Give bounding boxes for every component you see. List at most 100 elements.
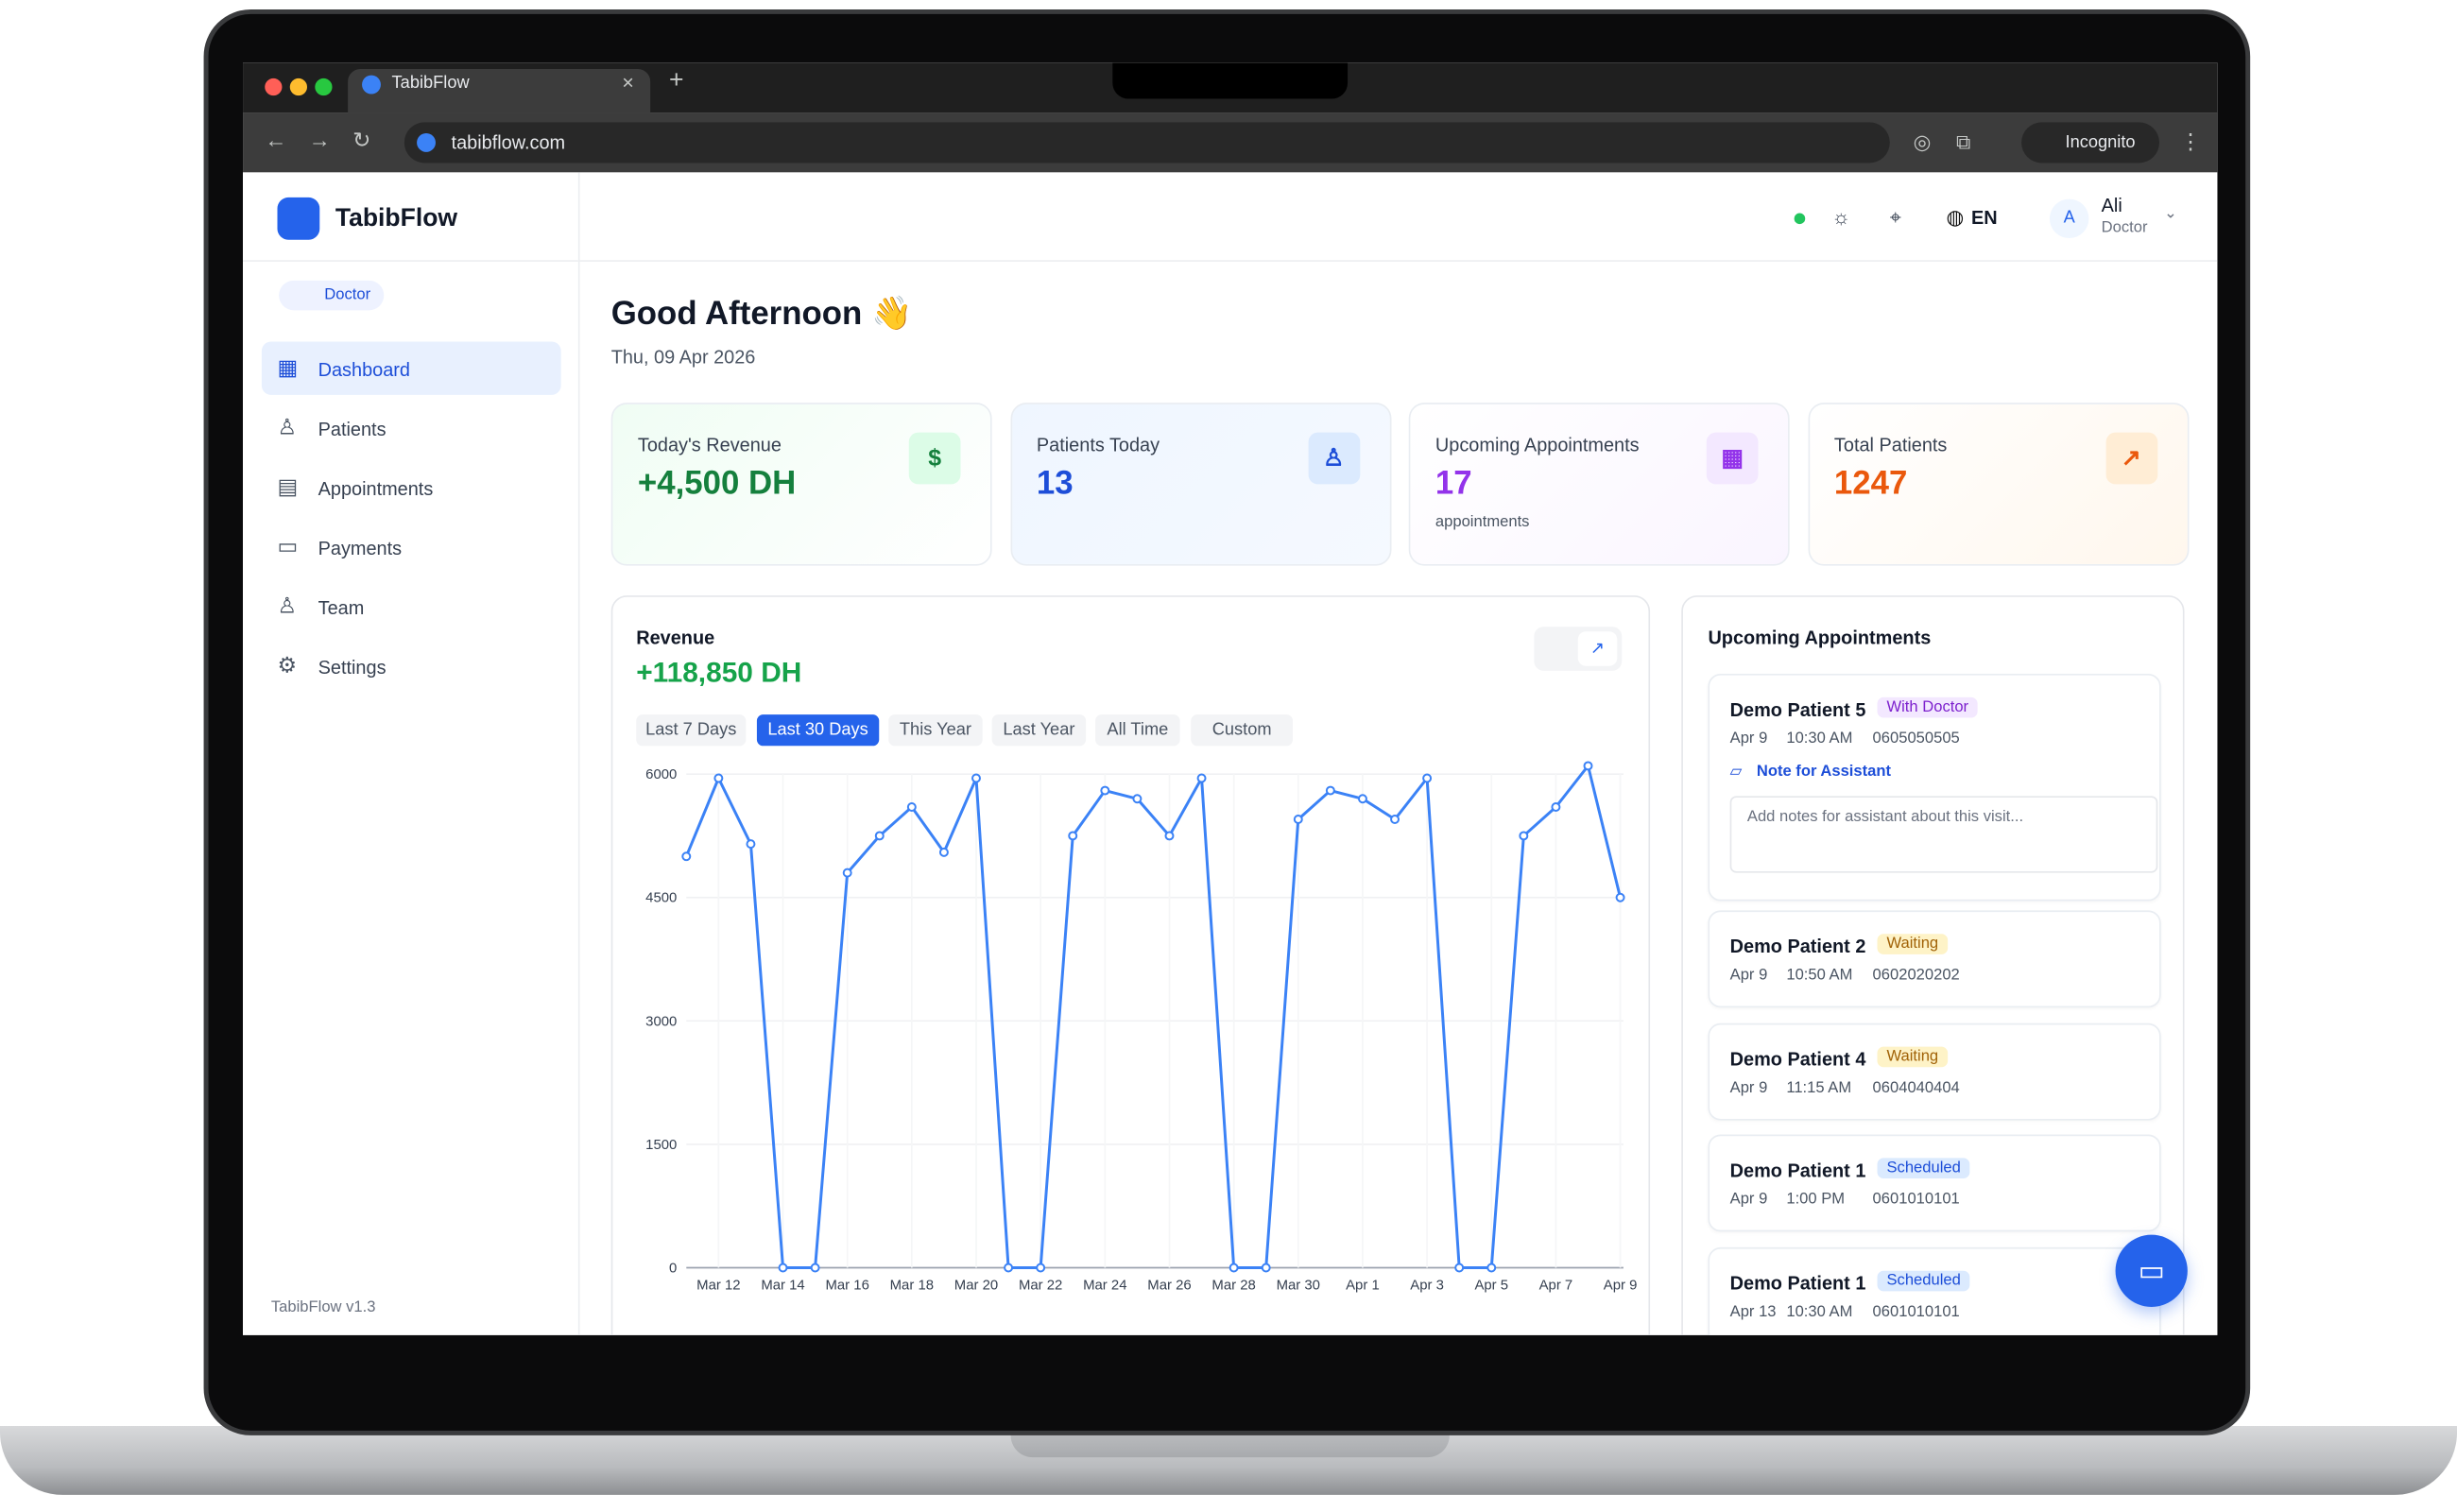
version: TabibFlow v1.3 <box>270 1298 376 1316</box>
appointment-phone: 0602020202 <box>1872 967 1960 985</box>
stat-icon: ▦ <box>1706 432 1759 485</box>
patient-name: Demo Patient 2 <box>1729 935 1866 958</box>
address-bar[interactable] <box>404 122 1890 163</box>
data-point <box>874 831 885 841</box>
tab-favicon <box>362 75 381 94</box>
menu[interactable]: ⋮ <box>2179 128 2202 154</box>
tab-title: TabibFlow <box>391 73 470 93</box>
patient-name: Demo Patient 1 <box>1729 1272 1866 1295</box>
data-point <box>1454 1263 1465 1273</box>
data-point <box>1519 831 1529 841</box>
new-tab[interactable]: + <box>669 67 684 94</box>
appointment-card[interactable] <box>1708 910 2161 1008</box>
role-pill <box>279 280 385 311</box>
nav-item[interactable]: Team <box>318 596 365 619</box>
stat-card <box>610 403 992 566</box>
filter-button[interactable]: Last 30 Days <box>756 714 880 747</box>
stat-card <box>1807 403 2189 566</box>
nav-icon: ♙ <box>277 413 298 439</box>
nav-buttons[interactable]: ←→↻ <box>265 127 393 152</box>
stat-value: 1247 <box>1833 465 1908 502</box>
language[interactable]: EN <box>1971 206 1998 230</box>
theme-toggle[interactable]: ☼ <box>1831 205 1851 230</box>
filter-button[interactable]: Custom <box>1191 714 1294 747</box>
logo <box>277 197 320 240</box>
status-badge: With Doctor <box>1877 696 1979 718</box>
nav-item[interactable]: Settings <box>318 656 387 679</box>
data-point <box>906 801 917 812</box>
nav-icon: ♙ <box>277 592 298 618</box>
x-tick-label: Mar 12 <box>696 1278 740 1294</box>
avatar[interactable]: A <box>2049 198 2089 239</box>
filter-button[interactable]: Last Year <box>991 714 1087 747</box>
nav-item[interactable]: Patients <box>318 418 387 440</box>
x-tick-label: Apr 3 <box>1410 1278 1444 1294</box>
data-point <box>1036 1263 1046 1273</box>
data-point <box>1357 794 1367 804</box>
data-point <box>1068 831 1078 841</box>
filter-button[interactable]: Last 7 Days <box>636 714 747 747</box>
appointment-time: 10:50 AM <box>1786 967 1853 985</box>
x-tick-label: Mar 28 <box>1211 1278 1255 1294</box>
appointment-time: 10:30 AM <box>1786 1303 1853 1321</box>
filter-button[interactable]: All Time <box>1095 714 1180 747</box>
stat-card <box>1408 403 1790 566</box>
appointment-card[interactable] <box>1708 1246 2161 1335</box>
note-input[interactable] <box>1729 796 2158 873</box>
chart-toggle-active[interactable]: ↗ <box>1577 631 1618 666</box>
extensions[interactable]: ◎⧉ <box>1913 129 1996 154</box>
stat-label: Patients Today <box>1036 434 1160 456</box>
appointment-phone: 0605050505 <box>1872 730 1960 747</box>
x-tick-label: Mar 22 <box>1019 1278 1062 1294</box>
x-tick-label: Apr 1 <box>1346 1278 1380 1294</box>
nav-item[interactable]: Dashboard <box>318 358 410 381</box>
data-point <box>1325 785 1335 796</box>
x-tick-label: Mar 20 <box>954 1278 998 1294</box>
x-tick-label: Mar 26 <box>1147 1278 1191 1294</box>
stat-icon: $ <box>908 432 961 485</box>
data-point <box>713 773 724 783</box>
nav-icon: ▦ <box>277 353 299 380</box>
stat-icon: ↗ <box>2105 432 2157 485</box>
nav-item[interactable]: Appointments <box>318 477 434 500</box>
status-badge: Waiting <box>1877 1046 1949 1068</box>
appointment-date: Apr 9 <box>1729 967 1768 985</box>
appointment-date: Apr 13 <box>1729 1303 1777 1321</box>
stat-label: Today's Revenue <box>637 434 782 456</box>
globe[interactable]: ◍ <box>1946 205 1965 230</box>
appointment-phone: 0601010101 <box>1872 1191 1960 1209</box>
appointment-phone: 0604040404 <box>1872 1079 1960 1097</box>
appointment-card[interactable] <box>1708 1022 2161 1121</box>
url: tabibflow.com <box>451 131 566 154</box>
incognito-label: Incognito <box>2065 132 2136 152</box>
nav-item[interactable]: Payments <box>318 537 403 559</box>
sidebar <box>243 172 580 1335</box>
data-point <box>1422 773 1433 783</box>
revenue-total: +118,850 DH <box>636 656 802 688</box>
greeting: Good Afternoon 👋 <box>610 296 913 333</box>
location[interactable]: ⌖ <box>1889 205 1901 230</box>
chat-button[interactable]: ▭ <box>2115 1234 2188 1307</box>
data-point <box>842 868 852 878</box>
incognito-pill[interactable] <box>2021 122 2159 163</box>
revenue-chart: 0 1500 3000 4500 6000 Mar 12 Mar 14 Mar 16 Mar 1… <box>645 761 1638 1294</box>
user-name: Ali <box>2101 194 2122 216</box>
appointment-time: 1:00 PM <box>1786 1191 1846 1209</box>
appointment-date: Apr 9 <box>1729 1079 1768 1097</box>
nav-active[interactable] <box>261 341 561 395</box>
browser-tab[interactable] <box>348 68 651 113</box>
appointment-card[interactable] <box>1708 1134 2161 1232</box>
x-tick-label: Apr 9 <box>1604 1278 1638 1294</box>
data-point <box>1004 1263 1014 1273</box>
y-tick-label: 6000 <box>645 766 677 782</box>
camera-notch <box>1112 62 1349 99</box>
appointment-time: 10:30 AM <box>1786 730 1853 747</box>
date: Thu, 09 Apr 2026 <box>610 346 756 369</box>
tab-close[interactable]: × <box>622 70 634 94</box>
user-menu[interactable]: ⌄ <box>2163 205 2177 223</box>
x-tick-label: Apr 7 <box>1539 1278 1573 1294</box>
stat-note: appointments <box>1435 513 1530 532</box>
filter-button[interactable]: This Year <box>888 714 983 747</box>
nav-icon: ▤ <box>277 472 299 499</box>
